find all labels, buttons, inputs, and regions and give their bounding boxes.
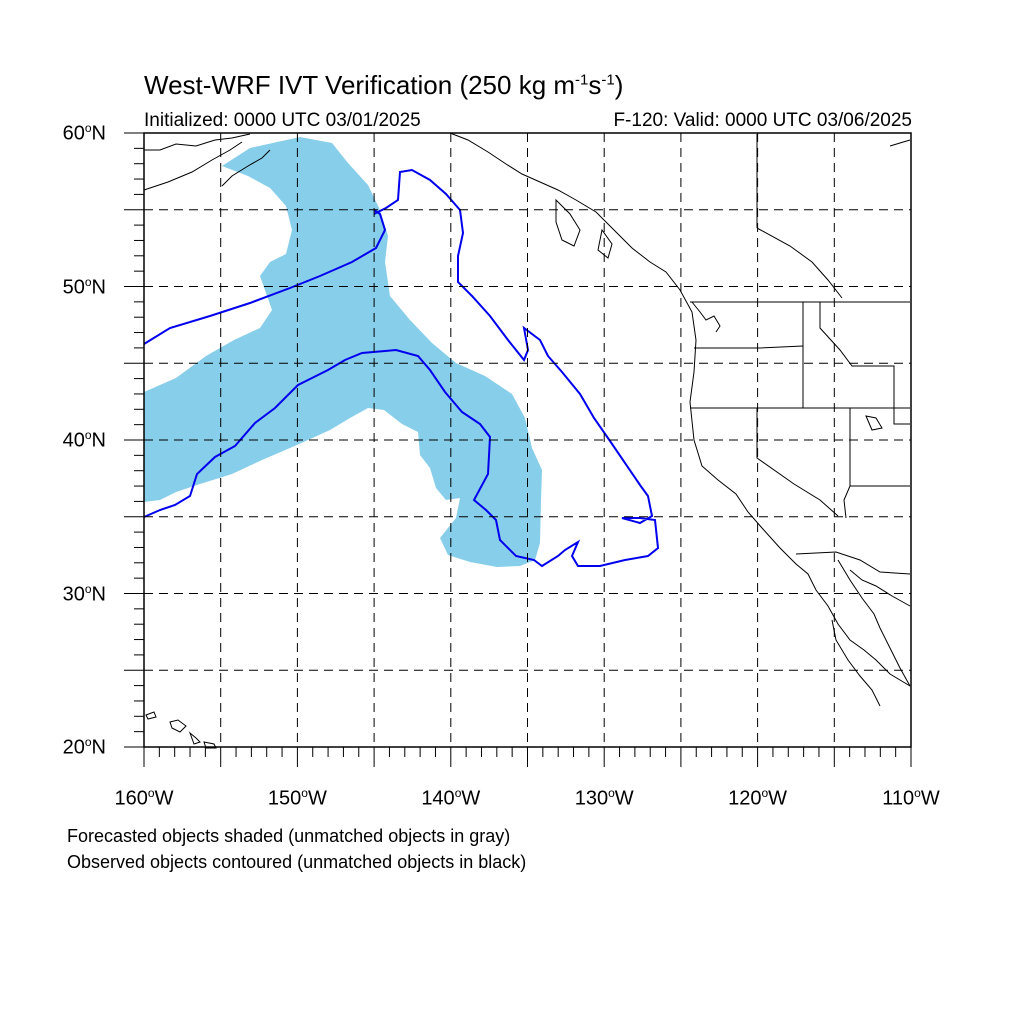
lat-tick-label: 60oN [62, 121, 106, 145]
lat-tick-label: 20oN [62, 735, 106, 759]
lon-tick-label: 130oW [574, 786, 634, 810]
caption-forecast: Forecasted objects shaded (unmatched obj… [67, 826, 511, 846]
observed-ivt-contour-north [143, 209, 387, 345]
figure-title: West-WRF IVT Verification (250 kg m-1s-1… [144, 70, 624, 100]
lon-tick-label: 160oW [114, 786, 174, 810]
lon-tick-label: 140oW [421, 786, 481, 810]
axis-ticks [124, 132, 912, 767]
lon-tick-label: 150oW [267, 786, 327, 810]
lon-tick-label: 110oW [882, 786, 940, 810]
forecast-ivt-object [144, 137, 542, 567]
political-boundaries [690, 134, 911, 575]
lat-tick-label: 50oN [62, 274, 106, 299]
initialized-time: Initialized: 0000 UTC 03/01/2025 [144, 110, 421, 131]
lon-tick-label: 120oW [728, 786, 788, 810]
caption-observed: Observed objects contoured (unmatched ob… [67, 852, 527, 872]
coastlines [143, 132, 911, 749]
observed-ivt-contour-main [143, 168, 660, 568]
lat-tick-label: 30oN [62, 581, 106, 606]
graticule [144, 133, 911, 747]
valid-time: F-120: Valid: 0000 UTC 03/06/2025 [613, 110, 912, 131]
lat-tick-label: 40oN [62, 428, 106, 452]
